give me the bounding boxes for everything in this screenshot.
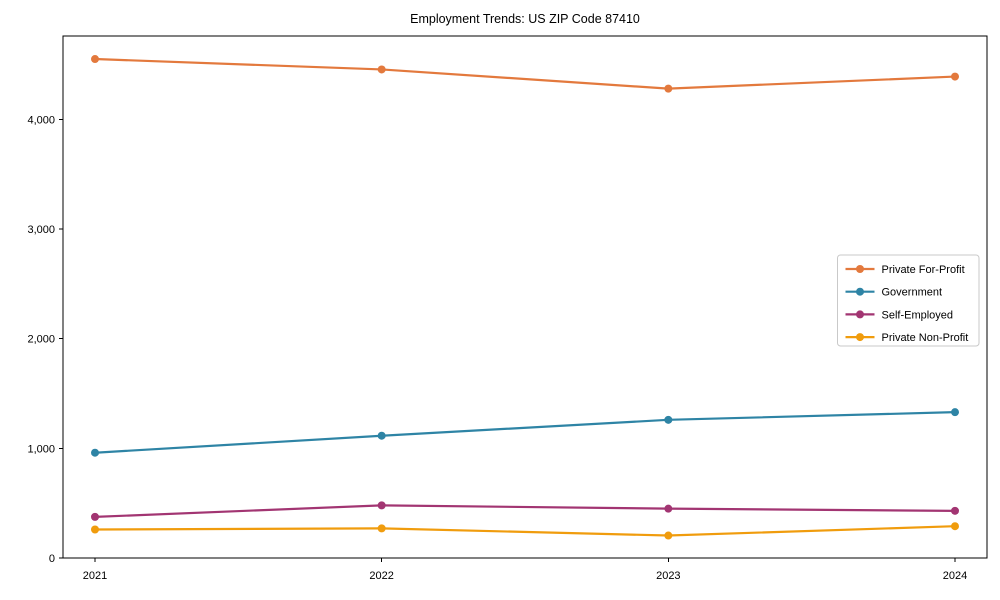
- legend-item: Private For-Profit: [845, 264, 965, 276]
- legend-item: Private Non-Profit: [845, 332, 969, 344]
- data-point-marker: [91, 512, 99, 521]
- legend-item-label: Private For-Profit: [882, 264, 965, 276]
- y-axis-tick-label: 4,000: [27, 114, 55, 126]
- y-axis-tick-label: 0: [49, 553, 55, 565]
- legend: Private For-Profit Government Self-Employe…: [837, 254, 980, 347]
- y-axis-tick-label: 1,000: [27, 443, 55, 455]
- data-point-marker: [91, 55, 99, 64]
- chart-title: Employment Trends: US ZIP Code 87410: [410, 12, 640, 26]
- data-point-marker: [664, 415, 673, 424]
- y-axis-tick-label: 3,000: [27, 224, 55, 236]
- legend-item: Government: [845, 287, 943, 299]
- data-point-marker: [664, 531, 673, 540]
- x-axis-tick-label: 2023: [656, 570, 680, 582]
- x-axis-tick-label: 2022: [369, 570, 393, 582]
- legend-box: [837, 254, 980, 347]
- data-point-marker: [91, 448, 99, 457]
- data-point-marker: [377, 431, 386, 440]
- data-point-marker: [377, 524, 386, 533]
- data-point-marker: [377, 501, 386, 510]
- data-point-marker: [91, 525, 99, 534]
- legend-item-label: Private Non-Profit: [882, 332, 969, 344]
- x-axis-tick-label: 2021: [83, 570, 107, 582]
- series-line-government: [94, 411, 956, 454]
- x-axis-tick-label: 2024: [943, 570, 967, 582]
- data-point-marker: [951, 522, 959, 531]
- data-point-marker: [664, 504, 673, 513]
- plot-frame: [62, 35, 988, 559]
- data-point-marker: [951, 72, 959, 81]
- series-line-private-for-profit: [94, 57, 956, 90]
- data-point-marker: [951, 506, 959, 515]
- legend-marker-dot: [856, 287, 864, 296]
- data-point-marker: [664, 84, 673, 93]
- data-point-marker: [951, 408, 959, 417]
- legend-marker-dot: [856, 333, 864, 342]
- legend-marker-dot: [856, 310, 864, 319]
- data-point-marker: [377, 65, 386, 74]
- legend-marker-dot: [856, 265, 864, 273]
- legend-item-label: Government: [882, 287, 943, 299]
- series-line-private-non-profit: [94, 525, 956, 537]
- series-line-self-employed: [94, 504, 956, 518]
- y-axis-tick-label: 2,000: [27, 334, 55, 346]
- legend-item-label: Self-Employed: [882, 309, 954, 321]
- legend-item: Self-Employed: [845, 309, 954, 321]
